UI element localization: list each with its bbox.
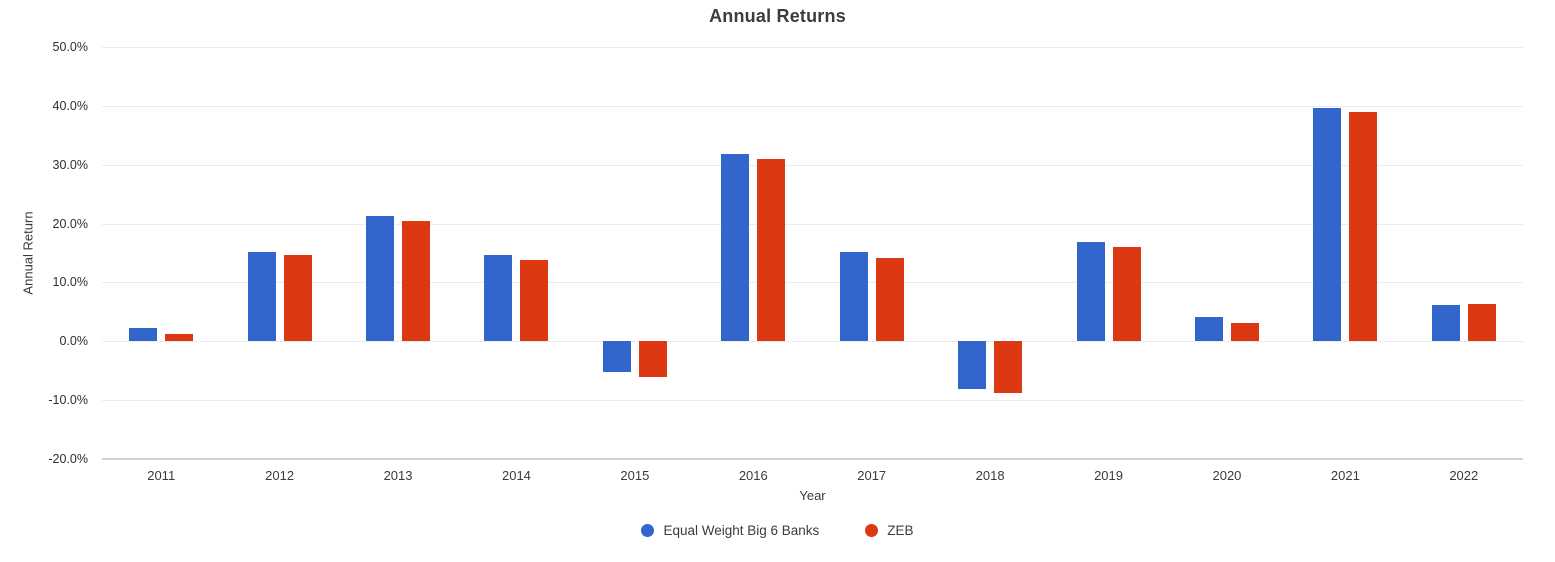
bar-zeb-2013[interactable]	[402, 221, 431, 342]
x-tick-label: 2018	[975, 468, 1005, 483]
bar-banks-2012[interactable]	[247, 251, 276, 342]
y-tick-label: 40.0%	[52, 98, 88, 113]
bar-zeb-2015[interactable]	[638, 341, 667, 377]
bar-banks-2018[interactable]	[958, 341, 987, 389]
bar-banks-2013[interactable]	[366, 215, 395, 342]
x-tick-label: 2021	[1330, 468, 1360, 483]
x-tick-label: 2011	[147, 468, 176, 483]
y-tick-label: 20.0%	[52, 216, 88, 231]
y-tick-label: -20.0%	[48, 452, 88, 466]
gridline	[102, 282, 1523, 284]
gridline	[102, 223, 1523, 225]
bar-banks-2017[interactable]	[839, 252, 868, 342]
bar-banks-2015[interactable]	[602, 341, 631, 373]
legend-label: ZEB	[887, 523, 914, 538]
bar-zeb-2016[interactable]	[757, 158, 786, 342]
bar-zeb-2017[interactable]	[875, 257, 904, 342]
gridline	[102, 164, 1523, 166]
bar-zeb-2021[interactable]	[1349, 111, 1378, 342]
bar-banks-2016[interactable]	[721, 154, 750, 342]
legend-marker-icon	[865, 524, 879, 537]
x-tick-label: 2019	[1094, 468, 1123, 483]
bar-banks-2020[interactable]	[1194, 317, 1223, 342]
legend-label: Equal Weight Big 6 Banks	[663, 523, 820, 538]
x-axis-line	[102, 458, 1523, 460]
x-tick-label: 2015	[620, 468, 650, 483]
zero-gridline	[102, 341, 1523, 343]
bar-banks-2022[interactable]	[1431, 304, 1460, 342]
y-tick-label: 50.0%	[52, 40, 88, 54]
x-tick-label: 2020	[1212, 468, 1242, 483]
bar-zeb-2020[interactable]	[1230, 323, 1259, 342]
chart-legend: Equal Weight Big 6 Banks ZEB	[0, 523, 1555, 538]
y-axis-title: Annual Return	[20, 211, 36, 295]
bar-zeb-2019[interactable]	[1112, 247, 1141, 342]
bar-zeb-2018[interactable]	[994, 341, 1023, 394]
legend-marker-icon	[641, 524, 655, 537]
x-tick-label: 2017	[857, 468, 887, 483]
gridline	[102, 400, 1523, 402]
y-tick-label: 30.0%	[52, 157, 88, 172]
bar-banks-2019[interactable]	[1076, 241, 1105, 342]
gridline	[102, 105, 1523, 107]
bar-banks-2014[interactable]	[484, 255, 513, 342]
x-tick-label: 2012	[265, 468, 295, 483]
bar-banks-2021[interactable]	[1313, 107, 1342, 342]
bar-zeb-2011[interactable]	[165, 334, 194, 342]
legend-item-zeb[interactable]: ZEB	[865, 523, 914, 538]
bar-zeb-2022[interactable]	[1467, 304, 1496, 342]
bar-banks-2011[interactable]	[129, 328, 158, 342]
x-tick-label: 2013	[383, 468, 413, 483]
x-tick-label: 2014	[501, 468, 531, 483]
x-axis-title: Year	[799, 488, 826, 503]
chart-title: Annual Returns	[709, 6, 846, 26]
x-tick-label: 2016	[738, 468, 768, 483]
y-tick-label: 10.0%	[52, 275, 88, 290]
x-tick-label: 2022	[1449, 468, 1479, 483]
y-tick-label: 0.0%	[59, 334, 89, 349]
legend-item-banks[interactable]: Equal Weight Big 6 Banks	[641, 523, 819, 538]
bar-zeb-2014[interactable]	[520, 260, 549, 342]
gridline	[102, 47, 1523, 48]
y-tick-label: -10.0%	[48, 393, 88, 408]
bar-zeb-2012[interactable]	[283, 255, 312, 342]
